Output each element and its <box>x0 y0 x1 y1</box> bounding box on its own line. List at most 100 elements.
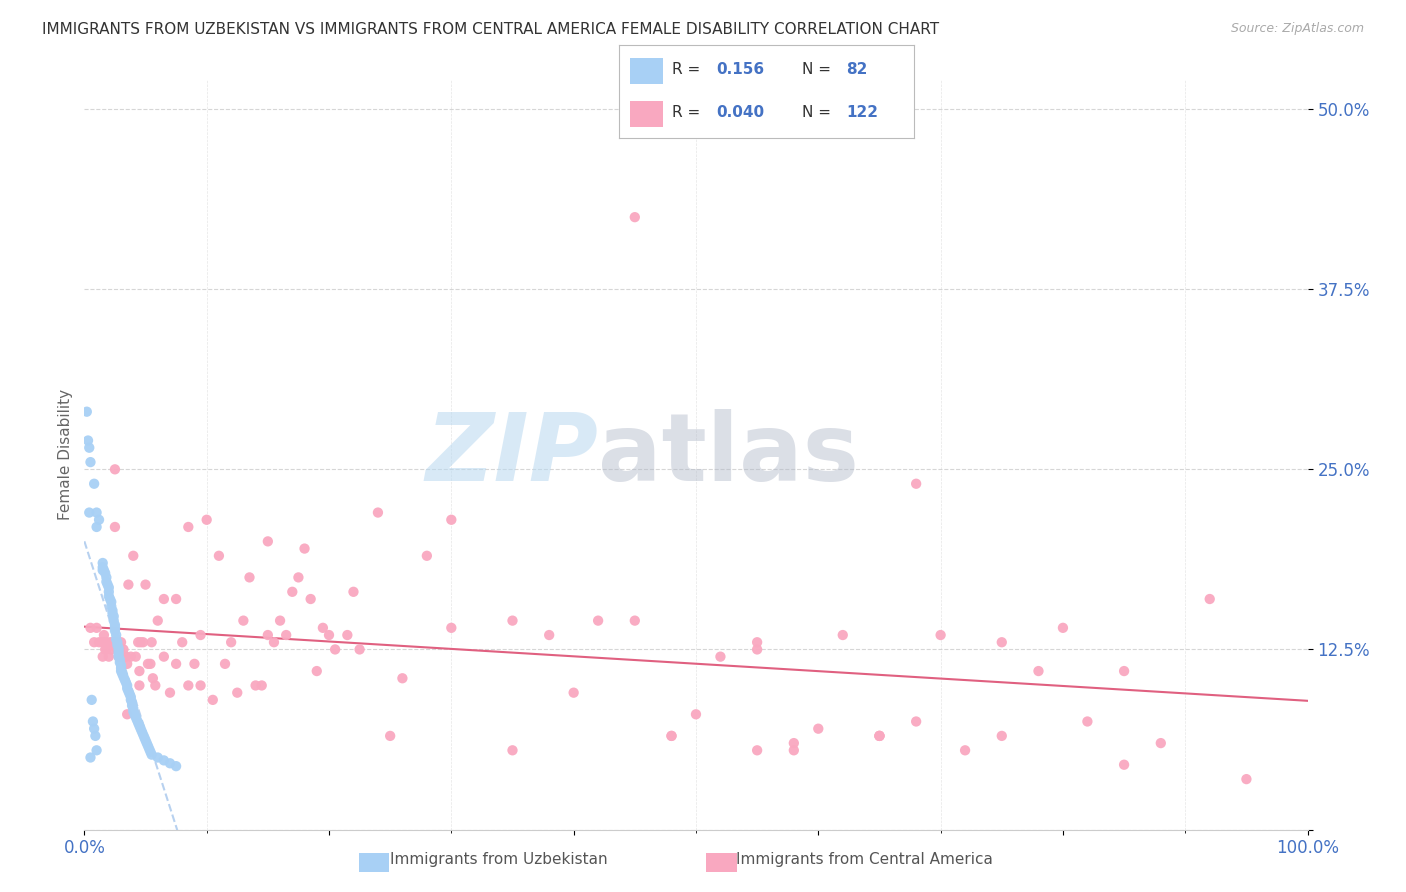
Point <box>257 628 280 642</box>
Point <box>245 678 267 692</box>
Point <box>135 577 157 591</box>
Point <box>101 603 124 617</box>
Point <box>100 595 122 609</box>
Text: IMMIGRANTS FROM UZBEKISTAN VS IMMIGRANTS FROM CENTRAL AMERICA FEMALE DISABILITY : IMMIGRANTS FROM UZBEKISTAN VS IMMIGRANTS… <box>42 22 939 37</box>
Point <box>104 520 127 534</box>
Point <box>110 658 132 673</box>
Point <box>127 635 149 649</box>
Point <box>105 642 128 657</box>
Point <box>661 729 683 743</box>
Y-axis label: Female Disability: Female Disability <box>58 389 73 521</box>
Point <box>747 743 769 757</box>
Point <box>183 657 205 671</box>
Point <box>783 736 806 750</box>
Point <box>991 729 1014 743</box>
Point <box>135 736 157 750</box>
Point <box>79 750 101 764</box>
Point <box>98 635 121 649</box>
Point <box>100 599 122 614</box>
Point <box>87 635 110 649</box>
Point <box>86 520 108 534</box>
Point <box>124 707 146 722</box>
Point <box>747 635 769 649</box>
Point <box>120 649 142 664</box>
Point <box>108 642 131 657</box>
Text: ZIP: ZIP <box>425 409 598 501</box>
Point <box>96 570 118 584</box>
Point <box>502 743 524 757</box>
Point <box>869 729 891 743</box>
FancyBboxPatch shape <box>630 101 664 127</box>
Point <box>118 687 141 701</box>
Point <box>117 684 139 698</box>
Point <box>91 560 114 574</box>
Point <box>96 642 118 657</box>
Point <box>93 563 115 577</box>
Point <box>342 584 364 599</box>
Point <box>685 707 707 722</box>
Point <box>122 549 145 563</box>
Point <box>79 455 101 469</box>
Point <box>105 635 128 649</box>
Point <box>139 657 162 671</box>
Point <box>83 722 105 736</box>
Point <box>190 628 212 642</box>
Point <box>661 729 683 743</box>
Point <box>94 566 117 580</box>
Point <box>134 731 156 745</box>
Point <box>138 742 160 756</box>
Point <box>165 759 187 773</box>
Point <box>105 632 128 647</box>
Point <box>416 549 439 563</box>
Point <box>905 476 928 491</box>
Point <box>98 592 121 607</box>
Point <box>91 556 114 570</box>
Point <box>709 649 731 664</box>
Point <box>190 678 212 692</box>
Point <box>146 614 169 628</box>
Point <box>195 513 218 527</box>
Point <box>143 678 166 692</box>
Point <box>105 628 128 642</box>
Point <box>77 441 100 455</box>
Point <box>103 609 125 624</box>
Point <box>1150 736 1173 750</box>
Point <box>318 628 340 642</box>
Point <box>120 690 142 704</box>
Point <box>146 750 169 764</box>
Text: atlas: atlas <box>598 409 859 501</box>
Point <box>336 628 359 642</box>
Point <box>121 698 143 713</box>
Point <box>97 577 120 591</box>
Point <box>214 657 236 671</box>
Point <box>101 635 124 649</box>
Point <box>115 649 138 664</box>
Point <box>153 649 176 664</box>
Point <box>103 614 125 628</box>
FancyBboxPatch shape <box>630 58 664 84</box>
Point <box>1114 664 1136 678</box>
Point <box>323 642 346 657</box>
Point <box>586 614 609 628</box>
Point <box>142 671 165 685</box>
Point <box>305 664 328 678</box>
Point <box>115 675 138 690</box>
Point <box>112 642 135 657</box>
Point <box>281 584 304 599</box>
Point <box>79 621 101 635</box>
Point <box>125 713 148 727</box>
Point <box>84 729 107 743</box>
Point <box>440 621 463 635</box>
Point <box>232 614 254 628</box>
Point <box>287 570 309 584</box>
Point <box>96 635 118 649</box>
Point <box>77 506 100 520</box>
Point <box>100 642 122 657</box>
Point <box>263 635 285 649</box>
Point <box>1236 772 1258 786</box>
Point <box>110 664 132 678</box>
Text: R =: R = <box>672 62 700 78</box>
Point <box>128 719 150 733</box>
Point <box>121 696 143 710</box>
Point <box>125 649 148 664</box>
